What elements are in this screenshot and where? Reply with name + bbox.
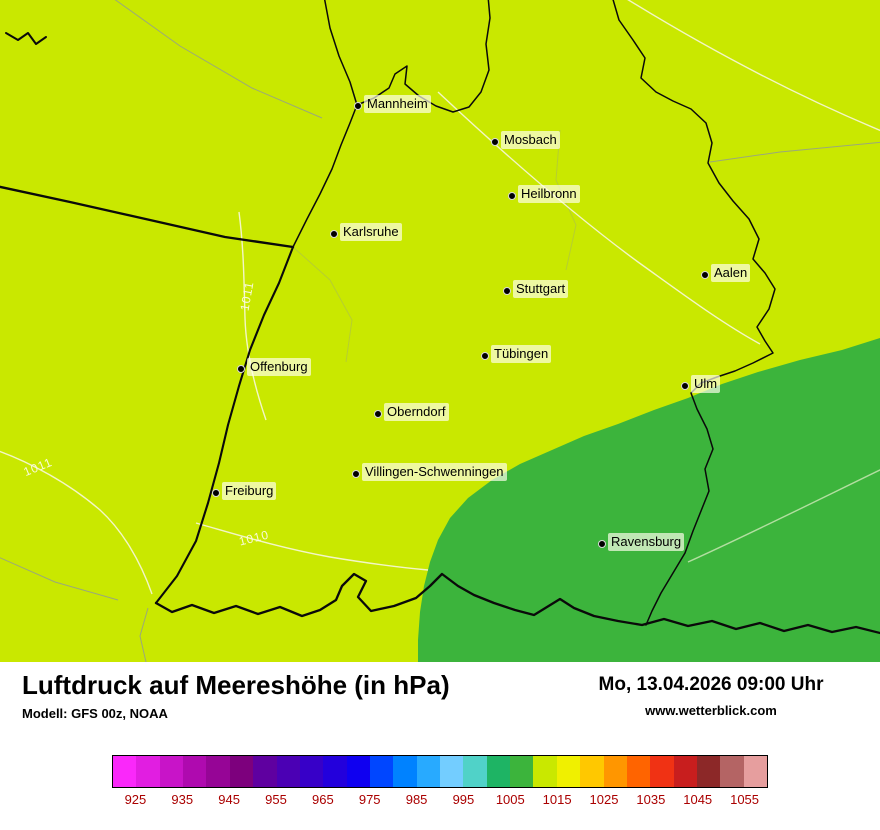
colorbar-segment <box>299 756 324 787</box>
colorbar-ticks: 925 935 945 955 965 975 985 995 1005 1015 1025 1035… <box>112 792 768 810</box>
colorbar-segment <box>346 756 370 787</box>
city-dot-icon <box>681 382 689 390</box>
colorbar-segment <box>533 756 557 787</box>
rhine-border <box>154 245 295 605</box>
state-border-northwest <box>292 0 358 248</box>
border-fragment-topleft <box>5 32 47 45</box>
colorbar-tick-label: 925 <box>124 792 147 807</box>
colorbar-segment <box>580 756 604 787</box>
national-border-south <box>154 572 880 635</box>
colorbar-segment <box>159 756 184 787</box>
city-dot-icon <box>374 410 382 418</box>
city-dot-icon <box>212 489 220 497</box>
colorbar-tick-label: 985 <box>405 792 428 807</box>
colorbar-tick-label: 1055 <box>730 792 760 807</box>
green-pressure-zone <box>418 338 880 662</box>
colorbar-tick-label: 995 <box>452 792 475 807</box>
city-label: Freiburg <box>222 482 277 500</box>
pressure-colorbar: 925 935 945 955 965 975 985 995 1005 1015 1025 1035… <box>112 755 768 810</box>
pressure-map-canvas <box>0 0 880 662</box>
colorbar-segment <box>323 756 347 787</box>
isobar-value-label: 1010 <box>237 527 271 549</box>
state-border-east <box>612 0 776 626</box>
colorbar-segment <box>696 756 721 787</box>
colorbar-segment <box>253 756 277 787</box>
state-border-lines <box>0 0 880 635</box>
city-label: Ulm <box>691 375 721 393</box>
forecast-datetime: Mo, 13.04.2026 09:00 Uhr <box>598 674 824 695</box>
city-dot-icon <box>354 102 362 110</box>
city-label: Ravensburg <box>608 533 685 551</box>
map-footer: Luftdruck auf Meereshöhe (in hPa) Modell… <box>0 662 880 830</box>
city-dot-icon <box>352 470 360 478</box>
city-dot-icon <box>508 192 516 200</box>
website-label: www.wetterblick.com <box>645 703 777 718</box>
colorbar-segment <box>463 756 487 787</box>
city-label: Karlsruhe <box>340 223 402 241</box>
national-border-west <box>0 185 295 249</box>
colorbar-tick-label: 965 <box>311 792 334 807</box>
city-label: Offenburg <box>247 358 311 376</box>
colorbar-tick-label: 945 <box>218 792 240 807</box>
colorbar-tick-label: 1045 <box>683 792 713 807</box>
city-label: Villingen-Schwenningen <box>362 463 507 481</box>
isobar-lines <box>0 0 880 595</box>
colorbar-segment <box>369 756 394 787</box>
city-dot-icon <box>481 352 489 360</box>
colorbar-tick-label: 935 <box>171 792 194 807</box>
isobar-value-label: 1011 <box>21 454 55 480</box>
city-dot-icon <box>503 287 511 295</box>
city-label: Heilbronn <box>518 185 580 203</box>
map-annotation-layer: Mannheim Mosbach Heilbronn Karlsruhe Stuttga… <box>21 95 751 551</box>
city-dot-icon <box>237 365 245 373</box>
colorbar-segment <box>743 756 768 787</box>
city-dot-icon <box>701 271 709 279</box>
colorbar-segment <box>556 756 581 787</box>
colorbar-segment <box>416 756 441 787</box>
colorbar-segment <box>183 756 207 787</box>
colorbar-segment <box>626 756 651 787</box>
colorbar-segment <box>510 756 534 787</box>
colorbar-segment <box>113 756 137 787</box>
colorbar-segment <box>486 756 511 787</box>
colorbar-segment <box>393 756 417 787</box>
city-dot-icon <box>330 230 338 238</box>
colorbar-segment <box>603 756 627 787</box>
colorbar-tick-label: 955 <box>265 792 287 807</box>
city-label: Stuttgart <box>513 280 569 298</box>
city-label: Aalen <box>711 264 751 282</box>
colorbar-tick-label: 975 <box>358 792 381 807</box>
colorbar-segment <box>276 756 300 787</box>
state-border-north <box>356 0 491 113</box>
colorbar-segment <box>229 756 254 787</box>
colorbar-segment <box>136 756 160 787</box>
city-dot-icon <box>491 138 499 146</box>
colorbar-tick-label: 1035 <box>636 792 666 807</box>
city-label: Tübingen <box>491 345 552 363</box>
colorbar-tick-label: 1015 <box>542 792 572 807</box>
footer-meta: Mo, 13.04.2026 09:00 Uhr www.wetterblick… <box>556 674 866 718</box>
colorbar-segment <box>650 756 674 787</box>
colorbar-segment <box>440 756 464 787</box>
city-label: Mannheim <box>364 95 431 113</box>
colorbar-scale <box>112 755 768 788</box>
city-dot-icon <box>598 540 606 548</box>
colorbar-tick-label: 1025 <box>589 792 619 807</box>
isobar-value-label: 1011 <box>237 280 257 312</box>
city-label: Oberndorf <box>384 403 449 421</box>
colorbar-segment <box>206 756 230 787</box>
page-title: Luftdruck auf Meereshöhe (in hPa) <box>22 670 450 700</box>
colorbar-tick-label: 1005 <box>495 792 525 807</box>
city-label: Mosbach <box>501 131 560 149</box>
model-info: Modell: GFS 00z, NOAA <box>22 706 168 721</box>
colorbar-segment <box>673 756 697 787</box>
colorbar-segment <box>720 756 744 787</box>
pressure-map: Mannheim Mosbach Heilbronn Karlsruhe Stuttga… <box>0 0 880 662</box>
